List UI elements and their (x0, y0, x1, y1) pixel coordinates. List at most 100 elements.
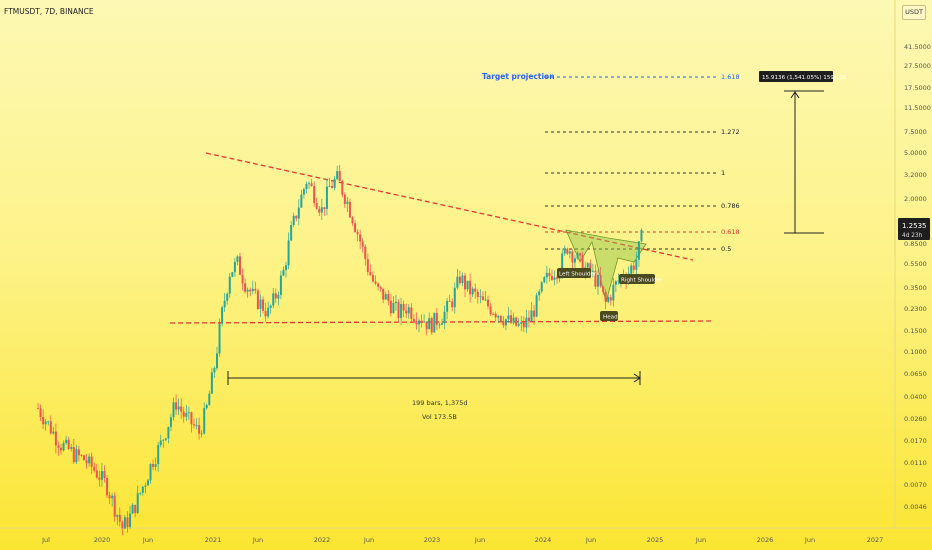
candle-body (308, 183, 311, 185)
candle-body (67, 439, 70, 449)
candle-body (192, 424, 195, 426)
candle-body (494, 313, 497, 318)
candle-body (466, 280, 469, 290)
candle-body (607, 297, 610, 302)
target-box[interactable] (759, 71, 833, 82)
candle-body (333, 179, 336, 188)
candle-body (561, 253, 564, 275)
candle-body (149, 464, 152, 481)
candle-body (57, 445, 60, 448)
candle-body (410, 307, 413, 319)
candle-body (510, 315, 513, 323)
candle-body (394, 301, 397, 304)
candle-body (581, 255, 584, 276)
candle-body (85, 460, 88, 464)
right-shoulder-label: Right Shoulder (621, 278, 663, 284)
candle-body (205, 405, 208, 409)
price-tag-sub: 4d 23h (902, 233, 923, 239)
candle-body (190, 412, 193, 425)
candle-body (313, 186, 316, 204)
candle-body (100, 470, 103, 480)
candle-body (164, 438, 167, 440)
candle-body (83, 455, 86, 461)
candle-body (233, 261, 236, 273)
candle-body (157, 445, 160, 465)
candle-body (573, 258, 576, 263)
candle-body (556, 277, 559, 279)
candle-body (635, 259, 638, 270)
candle-body (75, 449, 78, 463)
candle-body (287, 240, 290, 266)
candle-body (259, 299, 262, 309)
candle-body (637, 241, 640, 260)
candle-body (602, 286, 605, 292)
candle-body (617, 280, 620, 282)
candle-body (400, 304, 403, 319)
measure-vol-text: Vol 173.5B (422, 413, 457, 421)
candle-body (430, 318, 433, 333)
fib-label-1272: 1.272 (721, 128, 740, 136)
currency-button[interactable]: USDT (902, 5, 926, 20)
resistance-trendline[interactable] (205, 152, 694, 261)
x-tick-label: 2026 (757, 536, 774, 544)
candle-body (453, 287, 456, 308)
candle-body (320, 207, 323, 213)
candle-body (591, 270, 594, 272)
candle-body (379, 286, 382, 289)
y-tick-label: 0.0650 (904, 370, 927, 378)
left-shoulder-label: Left Shoulder (559, 272, 597, 278)
candle-body (331, 185, 334, 188)
candle-body (285, 265, 288, 270)
candle-body (387, 294, 390, 301)
candle-body (37, 408, 39, 410)
y-tick-label: 0.3500 (904, 284, 927, 292)
y-tick-label: 27.5000 (904, 62, 931, 70)
candle-body (218, 323, 221, 354)
price-tag-value: 1.2535 (902, 222, 927, 230)
candle-body (231, 272, 234, 277)
head-tag[interactable] (600, 311, 618, 321)
y-tick-label: 5.0000 (904, 149, 927, 157)
candle-body (538, 291, 541, 296)
candle-body (302, 189, 305, 195)
candle-body (54, 431, 57, 446)
left-shoulder-tag[interactable] (557, 268, 591, 278)
candle-body (446, 301, 449, 312)
fib-label-0786: 0.786 (721, 202, 740, 210)
y-tick-label: 2.0000 (904, 195, 927, 203)
candle-body (203, 408, 206, 434)
candle-body (185, 412, 188, 417)
candle-body (282, 269, 285, 276)
fib-label-05: 0.5 (721, 245, 731, 253)
y-tick-label: 17.5000 (904, 84, 931, 92)
candle-body (502, 321, 505, 326)
candle-body (244, 283, 247, 292)
candle-body (70, 447, 73, 449)
candle-body (361, 241, 364, 247)
y-tick-label: 0.0070 (904, 481, 927, 489)
candle-body (425, 321, 428, 330)
right-shoulder-tag[interactable] (619, 274, 655, 284)
target-box-text: 15.9136 (1,541.05%) 159,136 (762, 75, 847, 81)
candle-body (279, 275, 282, 295)
support-line[interactable] (169, 320, 714, 324)
candle-body (589, 263, 592, 272)
candle-body (550, 275, 553, 280)
candle-body (348, 201, 351, 218)
candle-body (90, 456, 93, 467)
x-tick-label: Jun (363, 536, 374, 544)
candle-body (272, 293, 275, 306)
x-tick-label: 2021 (205, 536, 222, 544)
candle-body (535, 295, 538, 317)
candle-body (369, 272, 372, 276)
hs-pattern[interactable] (565, 229, 647, 303)
y-tick-label: 0.0110 (904, 459, 927, 467)
y-tick-label: 0.0260 (904, 415, 927, 423)
x-tick-label: Jun (695, 536, 706, 544)
candle-body (215, 353, 218, 369)
candle-body (182, 411, 185, 417)
candle-body (187, 412, 190, 414)
candle-body (241, 274, 244, 284)
